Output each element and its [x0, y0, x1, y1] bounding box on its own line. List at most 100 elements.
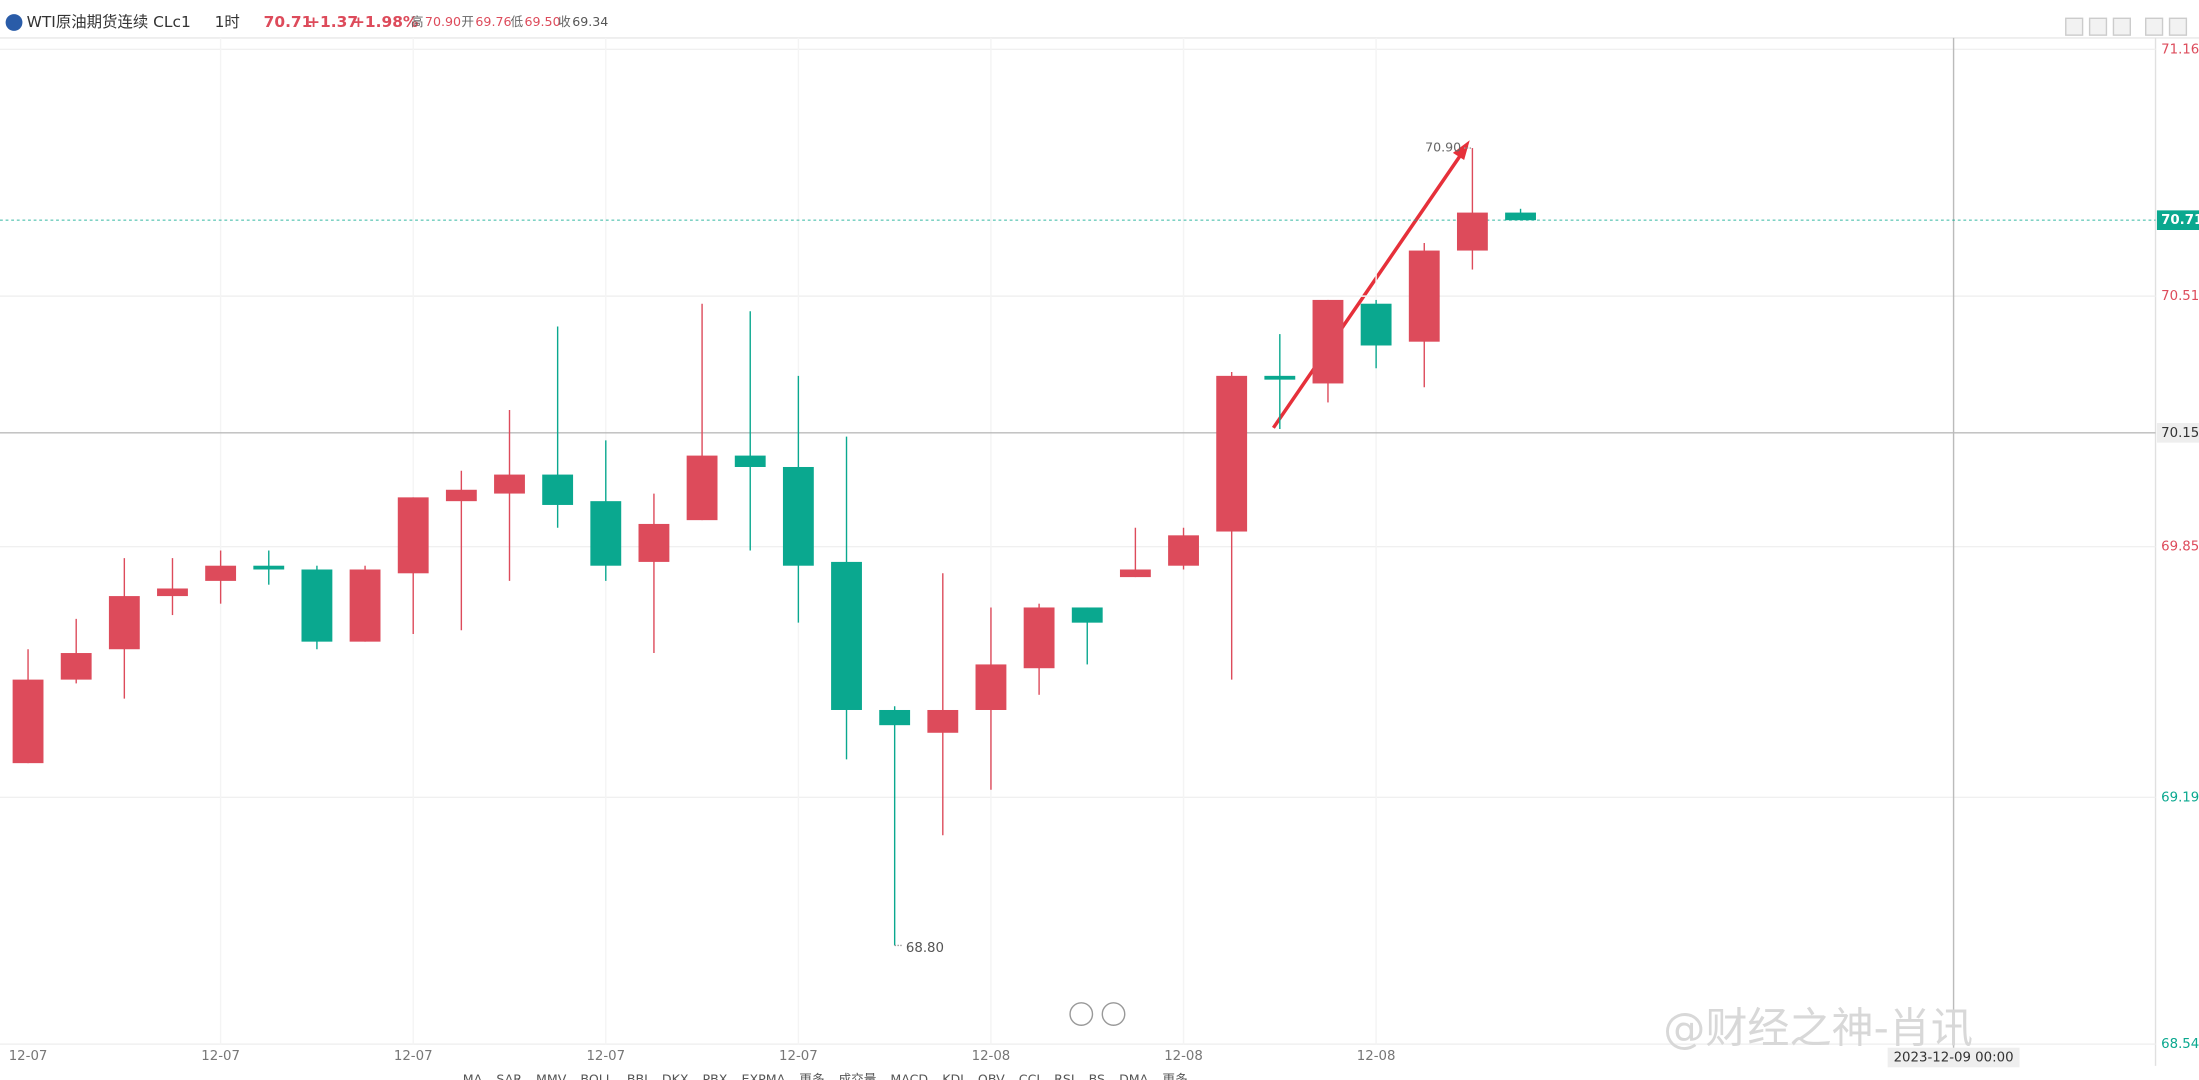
close-value: 69.34 — [572, 14, 608, 29]
indicator-tab[interactable]: BOLL — [580, 1071, 612, 1080]
candle-body — [1505, 212, 1536, 221]
change: +1.37 — [307, 13, 358, 31]
drawn-arrow — [1271, 144, 1469, 429]
logo — [5, 14, 23, 31]
last-price-label: 70.71 — [2161, 213, 2199, 228]
candle-body — [782, 466, 814, 566]
indicator-tab[interactable]: CCI — [1019, 1071, 1040, 1080]
indicator-tab[interactable]: 更多 — [1162, 1071, 1187, 1080]
indicator-tab[interactable]: 更多 — [799, 1071, 824, 1080]
candle-body — [1216, 375, 1248, 532]
indicator-tab[interactable]: DKX — [662, 1071, 689, 1080]
scroll-right[interactable] — [1101, 1002, 1126, 1026]
y-tick-label: 70.51 — [2161, 289, 2199, 304]
last-price-tag — [2156, 210, 2199, 231]
interval[interactable]: 1时 — [215, 13, 240, 31]
x-tick-label: 12-08 — [1357, 1049, 1396, 1064]
candle-body — [879, 709, 911, 726]
candle-body — [349, 569, 381, 642]
y-tick-label: 69.19 — [2161, 790, 2199, 805]
indicator-tab[interactable]: PBX — [703, 1071, 728, 1080]
tool-button[interactable] — [2088, 17, 2108, 36]
low-value: 69.50 — [525, 14, 561, 29]
candle-body — [1119, 569, 1151, 578]
plot: 71.16 70.51 69.85 69.19 68.54 12-07 12-07 12-07… — [0, 37, 2199, 1068]
candle-body — [301, 569, 333, 642]
candle-body — [494, 474, 525, 494]
candle-body — [1168, 535, 1199, 566]
candle-body — [60, 653, 92, 680]
x-tick-label: 12-08 — [1164, 1049, 1203, 1064]
arrow-head — [1452, 140, 1470, 160]
change-pct: +1.98% — [352, 13, 418, 31]
watermark: @财经之神-肖讯 — [1663, 1003, 1973, 1052]
indicator-tab[interactable]: DMA — [1119, 1071, 1149, 1080]
candle-body — [205, 565, 237, 581]
low-label: 低 — [510, 14, 523, 29]
candle-body — [12, 679, 44, 764]
x-tick-label: 12-07 — [586, 1049, 625, 1064]
symbol[interactable]: WTI原油期货连续 CLc1 — [27, 13, 191, 31]
indicator-tab[interactable]: KDJ — [942, 1071, 964, 1080]
candle-body — [831, 561, 862, 710]
high-label: 高 — [411, 14, 424, 29]
candle-body — [1408, 250, 1440, 342]
candle-body — [686, 455, 718, 521]
indicator-tab[interactable]: 成交量 — [838, 1071, 876, 1080]
annotation: 70.90 — [1425, 140, 1461, 155]
x-tick-label: 12-07 — [201, 1049, 240, 1064]
y-tick-label: 69.85 — [2161, 540, 2199, 555]
annotation: 68.80 — [906, 941, 944, 956]
scroll-left[interactable] — [1069, 1002, 1094, 1026]
indicator-tab[interactable]: BBI — [627, 1071, 648, 1080]
candle-body — [975, 664, 1007, 710]
candle-body — [397, 497, 429, 574]
header: WTI原油期货连续 CLc1 1时 70.71 +1.37 +1.98% 高 7… — [5, 13, 2188, 36]
candle-body — [108, 596, 140, 650]
crosshair-time-tag — [1887, 1047, 2020, 1068]
crosshair-price: 70.15 — [2161, 426, 2199, 441]
candle-body — [542, 474, 574, 505]
candle-body — [445, 489, 477, 502]
indicator-tab[interactable]: BS — [1089, 1071, 1105, 1080]
crosshair-time: 2023-12-09 00:00 — [1894, 1050, 2014, 1065]
candle-body — [1456, 212, 1488, 251]
close-button[interactable] — [2168, 17, 2188, 36]
x-tick-label: 12-07 — [394, 1049, 433, 1064]
candle-body — [734, 455, 766, 467]
candle-body — [253, 565, 285, 570]
candle-body — [1071, 607, 1103, 623]
y-tick-label: 68.54 — [2161, 1037, 2199, 1052]
x-tick-label: 12-07 — [9, 1049, 48, 1064]
indicator-tab[interactable]: MMV — [536, 1071, 567, 1080]
indicator-tab[interactable]: EXPMA — [741, 1071, 785, 1080]
crosshair-price-tag — [2156, 422, 2199, 443]
high-value: 70.90 — [425, 14, 461, 29]
indicator-tab[interactable]: SAR — [496, 1071, 522, 1080]
tool-button[interactable] — [2065, 17, 2084, 36]
last-price: 70.71 — [264, 13, 313, 31]
candle-body — [638, 523, 670, 562]
x-tick-label: 12-07 — [779, 1049, 818, 1064]
indicator-tab[interactable]: MACD — [890, 1071, 928, 1080]
close-label: 收 — [558, 14, 571, 29]
candle-body — [1023, 607, 1055, 669]
indicator-tab[interactable]: OBV — [978, 1071, 1005, 1080]
candle-body — [157, 588, 188, 597]
candle-body — [1312, 299, 1344, 384]
candle-body — [927, 709, 959, 733]
fullscreen-button[interactable] — [2145, 17, 2164, 36]
indicator-tab[interactable]: RSI — [1054, 1071, 1074, 1080]
x-tick-label: 12-08 — [972, 1049, 1011, 1064]
candle-body — [590, 501, 622, 566]
candle-body — [1264, 375, 1296, 380]
candle-body — [1360, 303, 1392, 346]
open-value: 69.76 — [475, 14, 511, 29]
open-label: 开 — [461, 14, 474, 29]
tool-button[interactable] — [2112, 17, 2131, 36]
y-tick-label: 71.16 — [2161, 42, 2199, 57]
indicator-tab[interactable]: MA — [463, 1071, 483, 1080]
